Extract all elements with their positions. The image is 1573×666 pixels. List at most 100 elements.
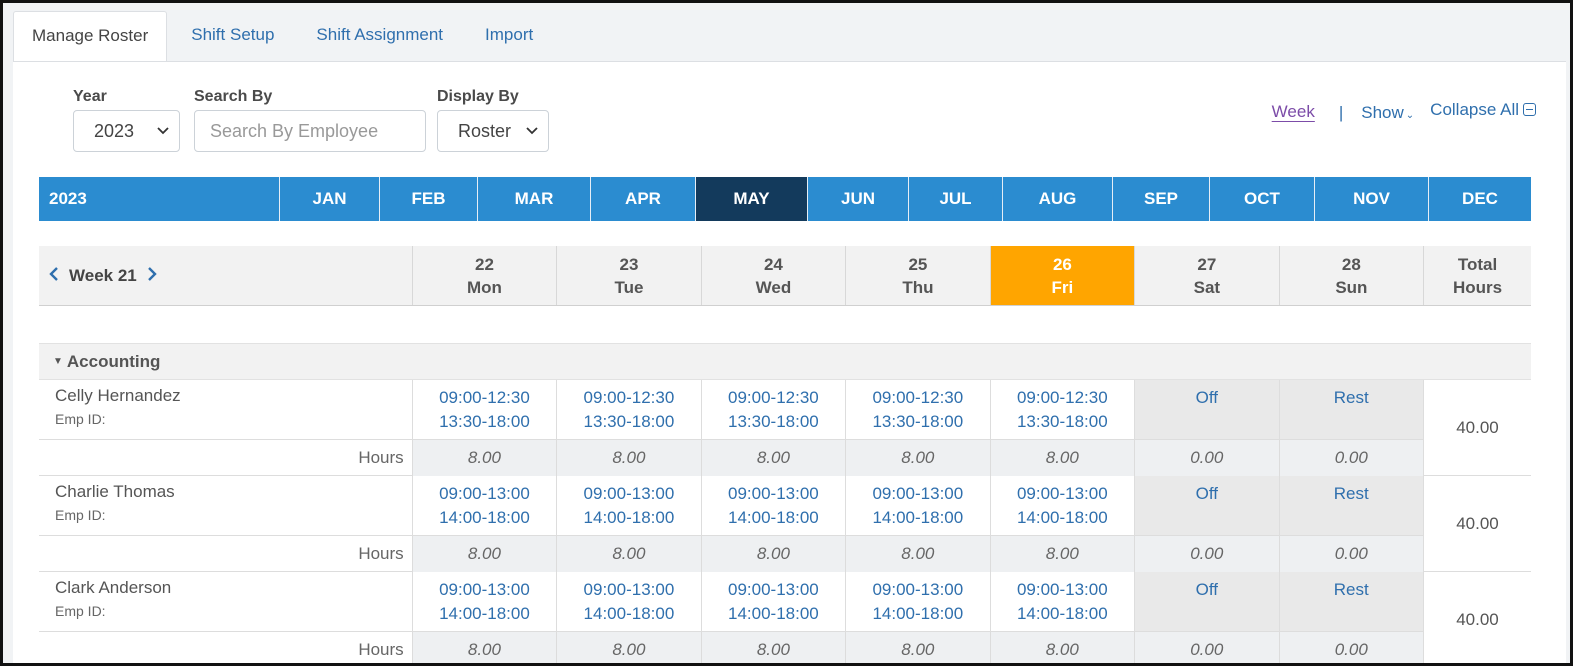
total-hours-value: 40.00	[1423, 572, 1531, 663]
day-name: Thu	[902, 277, 934, 297]
day-date: 27	[1197, 254, 1217, 274]
tab-bar: Manage Roster Shift Setup Shift Assignme…	[13, 11, 551, 63]
employee-row: Celly Hernandez Emp ID: 09:00-12:30 13:30-1…	[39, 380, 1531, 476]
day-name: Wed	[755, 277, 792, 297]
hours-row: Hours 8.00 8.00 8.00 8.00 8.00 0.00 0.00	[39, 440, 1423, 476]
month-mar[interactable]: MAR	[477, 177, 590, 221]
hours-value: 0.00	[1134, 440, 1279, 476]
shift-time: 09:00-13:00	[583, 484, 675, 503]
employee-id: Emp ID:	[55, 603, 106, 619]
month-may[interactable]: MAY	[695, 177, 807, 221]
hours-value: 8.00	[411, 536, 557, 572]
week-header: Week 21 22 Mon 23 Tue 24 Wed 25 Thu 26 Fri 27…	[39, 246, 1531, 306]
shift-cell[interactable]: Rest	[1278, 572, 1423, 632]
shift-cell[interactable]: 09:00-13:00 14:00-18:00	[989, 572, 1135, 632]
shift-cell[interactable]: Off	[1134, 572, 1279, 632]
hours-value: 8.00	[700, 632, 846, 663]
shift-time: 14:00-18:00	[583, 604, 675, 623]
day-header-sun: 28 Sun	[1278, 246, 1423, 305]
shift-cell[interactable]: 09:00-13:00 14:00-18:00	[556, 476, 701, 536]
shift-time: 13:30-18:00	[1016, 412, 1108, 431]
shift-row: Celly Hernandez Emp ID: 09:00-12:30 13:30-1…	[39, 380, 1423, 440]
shift-time: 14:00-18:00	[872, 604, 964, 623]
month-dec[interactable]: DEC	[1428, 177, 1531, 221]
hours-row: Hours 8.00 8.00 8.00 8.00 8.00 0.00 0.00	[39, 632, 1423, 663]
month-nov[interactable]: NOV	[1314, 177, 1428, 221]
shift-cell[interactable]: 09:00-12:30 13:30-18:00	[411, 380, 557, 440]
shift-cell[interactable]: 09:00-13:00 14:00-18:00	[411, 476, 557, 536]
week-view-link[interactable]: Week	[1271, 102, 1315, 121]
display-filter: Display By Roster	[437, 88, 549, 152]
shift-cell[interactable]: 09:00-13:00 14:00-18:00	[700, 476, 846, 536]
shift-cell[interactable]: 09:00-13:00 14:00-18:00	[556, 572, 701, 632]
day-date: 26	[1052, 254, 1072, 274]
shift-cell[interactable]: Rest	[1278, 380, 1423, 440]
shift-cell[interactable]: 09:00-12:30 13:30-18:00	[845, 380, 990, 440]
year-select[interactable]: 2023	[73, 110, 180, 152]
show-dropdown[interactable]: Show ⌄	[1361, 103, 1414, 123]
group-header-accounting[interactable]: ▼ Accounting	[39, 343, 1531, 380]
month-jan[interactable]: JAN	[279, 177, 379, 221]
month-sep[interactable]: SEP	[1112, 177, 1209, 221]
shift-time: 14:00-18:00	[583, 508, 675, 527]
shift-cell[interactable]: 09:00-12:30 13:30-18:00	[700, 380, 846, 440]
chevron-down-icon	[526, 124, 538, 138]
total-hours-value: 40.00	[1423, 380, 1531, 476]
tab-manage-roster[interactable]: Manage Roster	[13, 11, 168, 63]
caret-down-icon: ⌄	[1405, 110, 1415, 121]
day-header-fri: 26 Fri	[989, 246, 1135, 305]
hours-value: 0.00	[1134, 536, 1279, 572]
month-jul[interactable]: JUL	[908, 177, 1002, 221]
hours-value: 0.00	[1278, 632, 1423, 663]
week-label: Week 21	[69, 265, 137, 285]
hours-value: 8.00	[556, 632, 701, 663]
shift-time: Off	[1195, 484, 1218, 503]
shift-cell[interactable]: 09:00-13:00 14:00-18:00	[411, 572, 557, 632]
month-oct[interactable]: OCT	[1209, 177, 1314, 221]
shift-time: 14:00-18:00	[872, 508, 964, 527]
month-jun[interactable]: JUN	[807, 177, 908, 221]
display-select[interactable]: Roster	[437, 110, 549, 152]
day-name: Mon	[466, 277, 502, 297]
month-bar: 2023 JAN FEB MAR APR MAY JUN JUL AUG SEP…	[39, 177, 1531, 221]
tab-import[interactable]: Import	[485, 25, 534, 44]
tab-shift-setup[interactable]: Shift Setup	[191, 25, 275, 44]
shift-time: Rest	[1333, 580, 1369, 599]
shift-time: 13:30-18:00	[872, 412, 964, 431]
link-separator: |	[1338, 103, 1344, 122]
day-header-thu: 25 Thu	[845, 246, 989, 305]
shift-cell[interactable]: 09:00-12:30 13:30-18:00	[556, 380, 701, 440]
shift-cell[interactable]: Off	[1134, 380, 1279, 440]
shift-cell[interactable]: 09:00-13:00 14:00-18:00	[845, 476, 990, 536]
hours-value: 8.00	[556, 536, 701, 572]
view-links: Week | Show ⌄ Collapse All	[1271, 100, 1536, 124]
day-name: Tue	[614, 277, 644, 297]
month-apr[interactable]: APR	[590, 177, 695, 221]
month-aug[interactable]: AUG	[1002, 177, 1112, 221]
shift-cell[interactable]: Rest	[1278, 476, 1423, 536]
day-header-wed: 24 Wed	[700, 246, 845, 305]
shift-cell[interactable]: Off	[1134, 476, 1279, 536]
hours-value: 0.00	[1134, 632, 1279, 663]
employee-id: Emp ID:	[55, 507, 106, 523]
hours-value: 8.00	[411, 440, 557, 476]
shift-time: 09:00-12:30	[1016, 388, 1108, 407]
collapse-all-link[interactable]: Collapse All	[1430, 100, 1536, 120]
shift-cell[interactable]: 09:00-13:00 14:00-18:00	[700, 572, 846, 632]
shift-time: 14:00-18:00	[1016, 604, 1108, 623]
shift-cell[interactable]: 09:00-12:30 13:30-18:00	[989, 380, 1135, 440]
shift-time: 09:00-13:00	[872, 580, 964, 599]
month-feb[interactable]: FEB	[379, 177, 477, 221]
chevron-right-icon[interactable]	[143, 266, 161, 286]
year-filter: Year 2023	[73, 88, 180, 152]
search-input[interactable]: Search By Employee	[194, 110, 426, 152]
shift-time: 09:00-13:00	[583, 580, 675, 599]
shift-time: 14:00-18:00	[439, 604, 530, 623]
day-name: Sun	[1335, 277, 1368, 297]
shift-cell[interactable]: 09:00-13:00 14:00-18:00	[989, 476, 1135, 536]
tab-shift-assignment[interactable]: Shift Assignment	[316, 25, 444, 44]
hours-label: Hours	[358, 448, 404, 467]
chevron-left-icon[interactable]	[45, 266, 63, 286]
shift-cell[interactable]: 09:00-13:00 14:00-18:00	[845, 572, 990, 632]
collapse-icon	[1523, 103, 1536, 116]
